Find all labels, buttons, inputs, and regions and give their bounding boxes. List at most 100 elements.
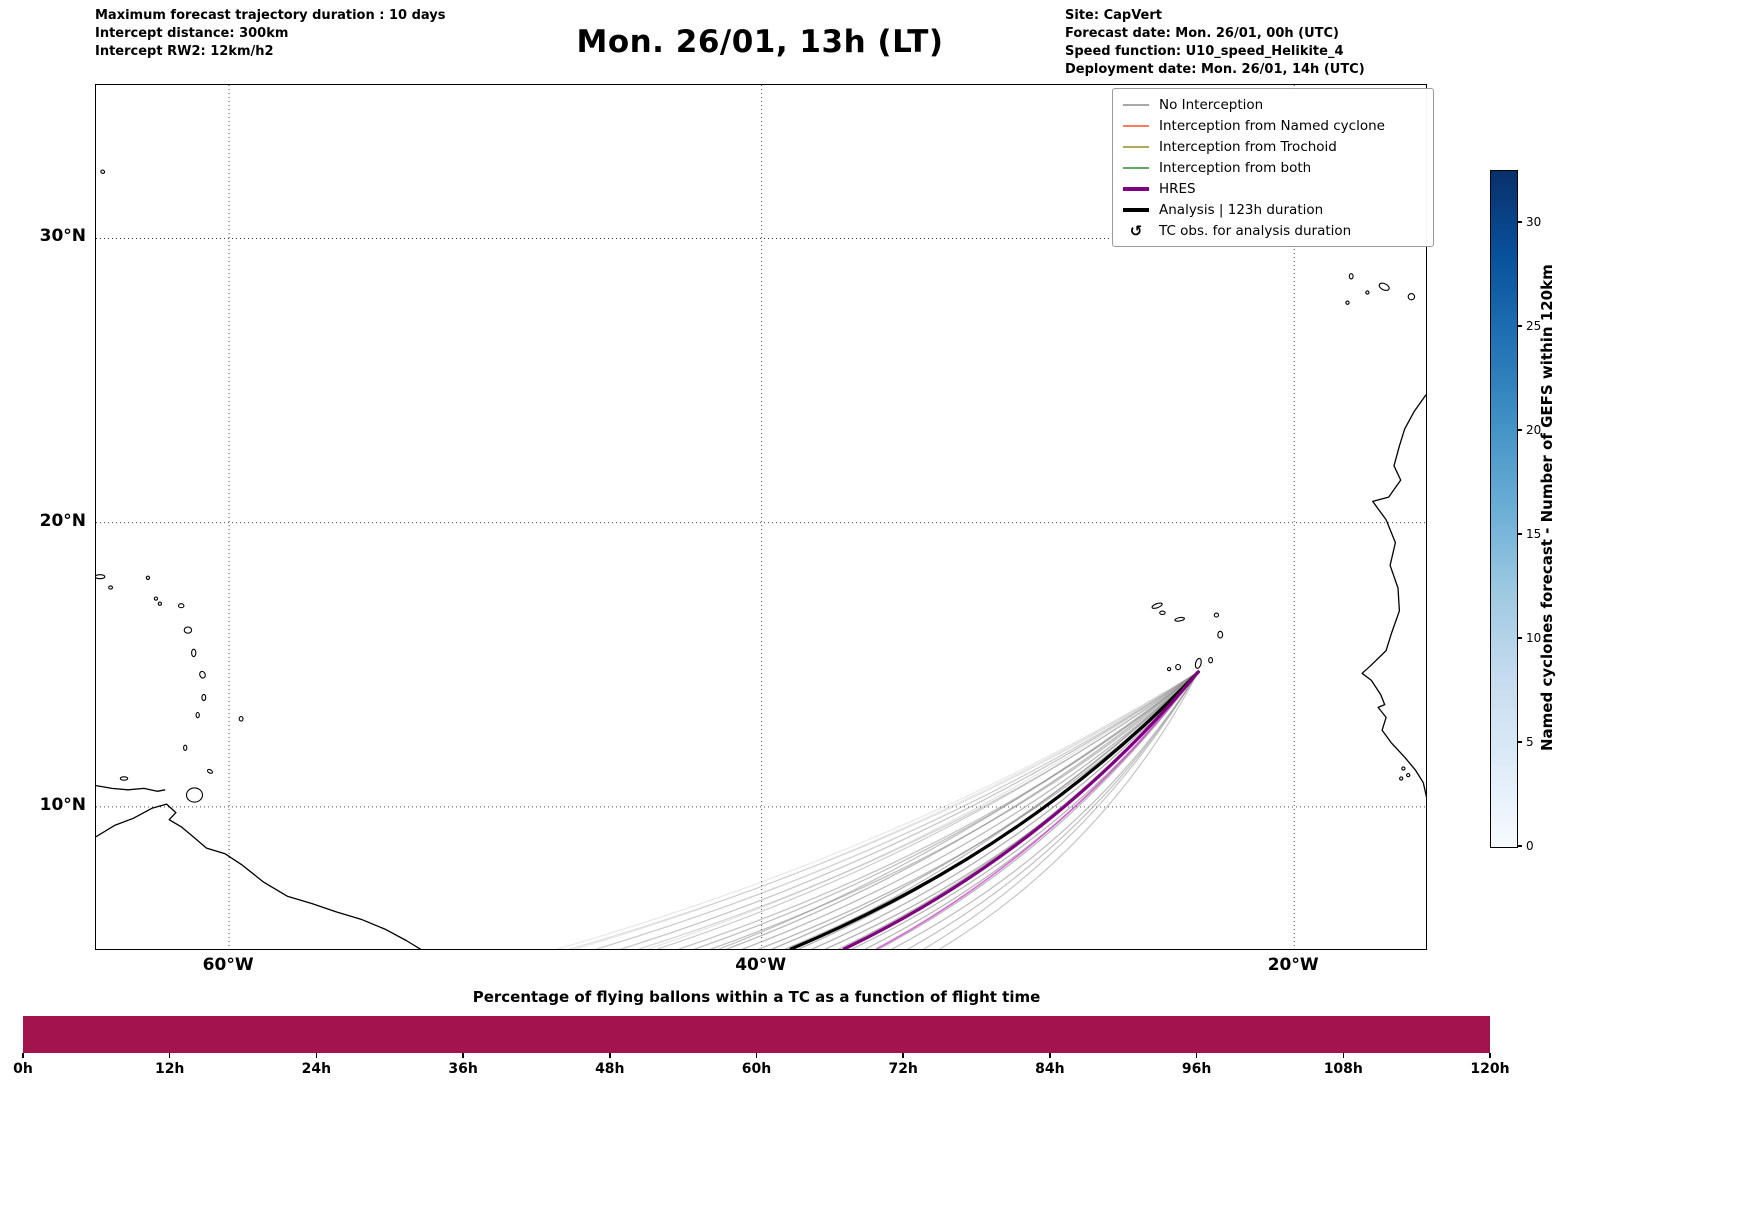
gefs-trajectory [694, 671, 1199, 949]
gefs-trajectory [939, 671, 1199, 949]
island [1213, 612, 1220, 618]
bottom-axis-tick [1489, 1053, 1491, 1058]
param-max-duration: Maximum forecast trajectory duration : 1… [95, 8, 446, 23]
legend-line-sample [1121, 203, 1151, 217]
legend-line-swatch [1123, 145, 1149, 148]
bottom-axis-tick-label: 108h [1323, 1061, 1363, 1077]
legend-item: Analysis | 123h duration [1121, 199, 1425, 220]
colorbar-tick [1517, 533, 1522, 535]
island [191, 648, 197, 658]
island [183, 626, 193, 634]
coastline [1361, 394, 1426, 798]
island [1406, 772, 1411, 778]
gefs-trajectory [569, 671, 1199, 949]
legend-line-swatch [1123, 207, 1149, 212]
bottom-axis-tick-label: 72h [888, 1061, 918, 1077]
colorbar-tick [1517, 429, 1522, 431]
gefs-trajectory [620, 671, 1199, 949]
gefs-trajectory [891, 671, 1199, 949]
bottom-axis-tick [609, 1053, 611, 1058]
legend-line-swatch [1123, 124, 1149, 127]
legend-item-label: Interception from both [1159, 159, 1312, 176]
island [1407, 293, 1416, 301]
gefs-trajectory [596, 671, 1199, 949]
island [1194, 657, 1202, 669]
gefs-trajectory [907, 671, 1199, 949]
bottom-axis-tick-label: 84h [1035, 1061, 1065, 1077]
gefs-trajectory [638, 671, 1199, 949]
island [206, 768, 214, 774]
island [1399, 776, 1404, 781]
colorbar-tick [1517, 845, 1522, 847]
map-legend: No Interception Interception from Named c… [1112, 88, 1434, 247]
info-forecast-date: Forecast date: Mon. 26/01, 00h (UTC) [1065, 26, 1340, 41]
gefs-trajectory [923, 671, 1199, 949]
island [119, 776, 129, 781]
hres-tail-trajectory [875, 671, 1199, 949]
info-site: Site: CapVert [1065, 8, 1162, 23]
island [1166, 666, 1172, 672]
coastline [96, 803, 422, 949]
param-intercept-distance: Intercept distance: 300km [95, 26, 289, 41]
legend-line-sample [1121, 182, 1151, 196]
map-canvas [96, 85, 1426, 949]
colorbar [1490, 170, 1518, 848]
island [153, 596, 159, 601]
bottom-axis-tick [462, 1053, 464, 1058]
gefs-trajectory [878, 671, 1199, 949]
legend-line-sample [1121, 119, 1151, 133]
coastline [96, 784, 166, 792]
flight-time-bar-axes [23, 1016, 1490, 1053]
island [195, 711, 200, 719]
x-axis-tick-label: 60°W [202, 955, 254, 975]
colorbar-tick [1517, 637, 1522, 639]
colorbar-tick-label: 20 [1526, 423, 1542, 437]
bottom-axis-tick-label: 96h [1181, 1061, 1212, 1077]
y-axis-tick-label: 30°N [39, 226, 86, 247]
bottom-axis-tick [1195, 1053, 1198, 1058]
info-deployment-date: Deployment date: Mon. 26/01, 14h (UTC) [1065, 62, 1365, 77]
legend-line-sample [1121, 140, 1151, 154]
gefs-trajectory [657, 671, 1199, 949]
colorbar-tick [1517, 325, 1522, 327]
colorbar-tick [1517, 741, 1522, 743]
info-speed-function: Speed function: U10_speed_Helikite_4 [1065, 44, 1344, 59]
gefs-trajectory [594, 671, 1199, 949]
island [96, 574, 106, 580]
bottom-axis-tick-label: 120h [1470, 1061, 1510, 1077]
hres-trajectory [842, 670, 1200, 949]
legend-line-swatch [1123, 166, 1149, 169]
island [201, 693, 207, 702]
bottom-axis-tick [755, 1053, 758, 1058]
run-parameters-block: Maximum forecast trajectory duration : 1… [95, 7, 446, 61]
bottom-axis-tick [22, 1053, 24, 1058]
colorbar-tick-label: 10 [1526, 631, 1542, 645]
colorbar-tick-label: 15 [1526, 527, 1542, 541]
tc-obs-icon: ↺ [1129, 221, 1143, 240]
bottom-axis-tick-label: 0h [13, 1061, 33, 1077]
colorbar-tick-label: 30 [1526, 215, 1542, 229]
bottom-axis-tick-label: 60h [741, 1061, 772, 1077]
island [1348, 273, 1354, 280]
bottom-axis-tick-label: 36h [448, 1061, 478, 1077]
island [157, 601, 163, 606]
colorbar-tick-label: 0 [1526, 839, 1534, 853]
island [238, 715, 244, 722]
island [1159, 610, 1166, 616]
legend-item-label: HRES [1159, 180, 1196, 197]
island [100, 169, 106, 174]
gefs-trajectory [646, 671, 1199, 949]
legend-item-label: No Interception [1159, 96, 1264, 113]
island [1217, 630, 1224, 639]
bottom-axis-tick [902, 1053, 904, 1058]
gefs-trajectory [718, 671, 1199, 949]
legend-item-label: Interception from Trochoid [1159, 138, 1337, 155]
gefs-trajectory [742, 671, 1199, 949]
island [1401, 766, 1406, 771]
gefs-trajectory [555, 671, 1199, 949]
colorbar-tick-label: 5 [1526, 735, 1534, 749]
island [199, 670, 206, 679]
island [1345, 300, 1350, 305]
bottom-chart-title: Percentage of flying ballons within a TC… [472, 988, 1041, 1006]
bottom-axis-tick [1342, 1053, 1345, 1058]
